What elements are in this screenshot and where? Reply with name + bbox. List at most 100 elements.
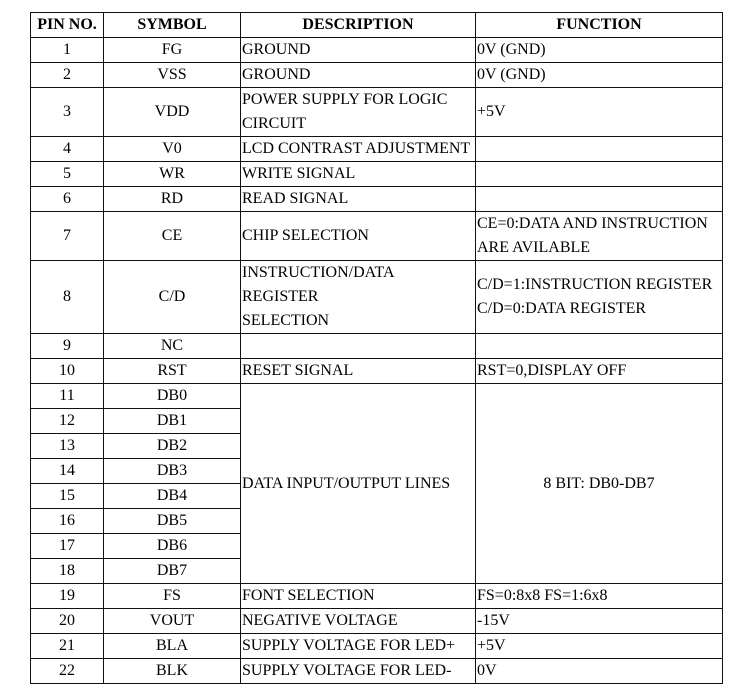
description-cell: INSTRUCTION/DATA REGISTER SELECTION (240, 260, 476, 334)
function-cell: CE=0:DATA AND INSTRUCTION ARE AVILABLE (475, 211, 723, 261)
table-row: 19 FS FONT SELECTION FS=0:8x8 FS=1:6x8 (30, 583, 723, 609)
pin-number-cell: 6 (30, 186, 104, 212)
symbol-cell: DB2 (103, 433, 241, 459)
symbol-cell: CE (103, 211, 241, 261)
header-row: PIN NO. SYMBOL DESCRIPTION FUNCTION (30, 12, 723, 38)
description-cell: RESET SIGNAL (240, 358, 476, 384)
description-cell: WRITE SIGNAL (240, 161, 476, 187)
function-cell (475, 136, 723, 162)
table-row: 11 DB0 DATA INPUT/OUTPUT LINES 8 BIT: DB0-D… (30, 383, 723, 584)
symbol-cell: FS (103, 583, 241, 609)
function-cell: 0V (GND) (475, 37, 723, 63)
symbol-cell: DB4 (103, 483, 241, 509)
pin-number-cell: 1 (30, 37, 104, 63)
function-cell (475, 333, 723, 359)
symbol-cell: DB3 (103, 458, 241, 484)
header-symbol: SYMBOL (103, 12, 241, 38)
symbol-cell: C/D (103, 260, 241, 334)
pin-number-cell: 17 (30, 533, 104, 559)
table-row: 12 DB1 (30, 408, 723, 434)
header-pin-no: PIN NO. (30, 12, 104, 38)
description-cell: CHIP SELECTION (240, 211, 476, 261)
table-body: 1 FG GROUND 0V (GND) 2 VSS GROUND 0V (GND) 3 VDD … (30, 37, 723, 684)
description-cell (240, 333, 476, 359)
table-row: 7 CE CHIP SELECTION CE=0:DATA AND INSTRUCTI… (30, 211, 723, 261)
pin-number-cell: 2 (30, 62, 104, 88)
symbol-cell: BLA (103, 633, 241, 659)
description-cell: NEGATIVE VOLTAGE (240, 608, 476, 634)
pin-number-cell: 20 (30, 608, 104, 634)
symbol-cell: NC (103, 333, 241, 359)
pin-number-cell: 4 (30, 136, 104, 162)
pin-number-cell: 10 (30, 358, 104, 384)
table-row: 16 DB5 (30, 508, 723, 534)
description-cell: LCD CONTRAST ADJUSTMENT (240, 136, 476, 162)
table-row: 14 DB3 (30, 458, 723, 484)
symbol-cell: RST (103, 358, 241, 384)
description-cell: SUPPLY VOLTAGE FOR LED- (240, 658, 476, 684)
description-cell: DATA INPUT/OUTPUT LINES (240, 383, 476, 584)
function-cell: 8 BIT: DB0-DB7 (475, 383, 723, 584)
pin-table: PIN NO. SYMBOL DESCRIPTION FUNCTION 1 FG G… (30, 12, 723, 684)
pin-number-cell: 9 (30, 333, 104, 359)
table-row: 9 NC (30, 333, 723, 359)
table-row: 13 DB2 (30, 433, 723, 459)
pin-number-cell: 22 (30, 658, 104, 684)
table-row: 17 DB6 (30, 533, 723, 559)
table-row: 2 VSS GROUND 0V (GND) (30, 62, 723, 88)
table-row: 10 RST RESET SIGNAL RST=0,DISPLAY OFF (30, 358, 723, 384)
table-row: 20 VOUT NEGATIVE VOLTAGE -15V (30, 608, 723, 634)
table-row: 18 DB7 (30, 558, 723, 584)
pin-number-cell: 16 (30, 508, 104, 534)
function-cell: +5V (475, 87, 723, 137)
pin-number-cell: 19 (30, 583, 104, 609)
symbol-cell: DB7 (103, 558, 241, 584)
symbol-cell: DB1 (103, 408, 241, 434)
table-row: 4 V0 LCD CONTRAST ADJUSTMENT (30, 136, 723, 162)
function-cell (475, 186, 723, 212)
pin-number-cell: 15 (30, 483, 104, 509)
function-cell (475, 161, 723, 187)
table-row: 5 WR WRITE SIGNAL (30, 161, 723, 187)
function-cell: +5V (475, 633, 723, 659)
description-cell: SUPPLY VOLTAGE FOR LED+ (240, 633, 476, 659)
symbol-cell: BLK (103, 658, 241, 684)
symbol-cell: WR (103, 161, 241, 187)
pin-number-cell: 14 (30, 458, 104, 484)
table-row: 1 FG GROUND 0V (GND) (30, 37, 723, 63)
symbol-cell: FG (103, 37, 241, 63)
function-cell: C/D=1:INSTRUCTION REGISTER C/D=0:DATA RE… (475, 260, 723, 334)
function-cell: 0V (475, 658, 723, 684)
description-cell: GROUND (240, 37, 476, 63)
function-cell: 0V (GND) (475, 62, 723, 88)
function-cell: -15V (475, 608, 723, 634)
header-function: FUNCTION (475, 12, 723, 38)
description-cell: READ SIGNAL (240, 186, 476, 212)
table-row: 6 RD READ SIGNAL (30, 186, 723, 212)
pin-number-cell: 11 (30, 383, 104, 409)
symbol-cell: RD (103, 186, 241, 212)
pin-number-cell: 21 (30, 633, 104, 659)
symbol-cell: VDD (103, 87, 241, 137)
symbol-cell: DB0 (103, 383, 241, 409)
description-cell: FONT SELECTION (240, 583, 476, 609)
function-cell: FS=0:8x8 FS=1:6x8 (475, 583, 723, 609)
symbol-cell: DB5 (103, 508, 241, 534)
pin-number-cell: 12 (30, 408, 104, 434)
table-row: 8 C/D INSTRUCTION/DATA REGISTER SELECTION C… (30, 260, 723, 334)
symbol-cell: V0 (103, 136, 241, 162)
table-row: 15 DB4 (30, 483, 723, 509)
description-cell: GROUND (240, 62, 476, 88)
table-row: 21 BLA SUPPLY VOLTAGE FOR LED+ +5V (30, 633, 723, 659)
pin-number-cell: 3 (30, 87, 104, 137)
pin-number-cell: 18 (30, 558, 104, 584)
function-cell: RST=0,DISPLAY OFF (475, 358, 723, 384)
symbol-cell: VOUT (103, 608, 241, 634)
pin-number-cell: 7 (30, 211, 104, 261)
pin-number-cell: 13 (30, 433, 104, 459)
table-row: 22 BLK SUPPLY VOLTAGE FOR LED- 0V (30, 658, 723, 684)
symbol-cell: DB6 (103, 533, 241, 559)
header-description: DESCRIPTION (240, 12, 476, 38)
symbol-cell: VSS (103, 62, 241, 88)
pin-number-cell: 8 (30, 260, 104, 334)
